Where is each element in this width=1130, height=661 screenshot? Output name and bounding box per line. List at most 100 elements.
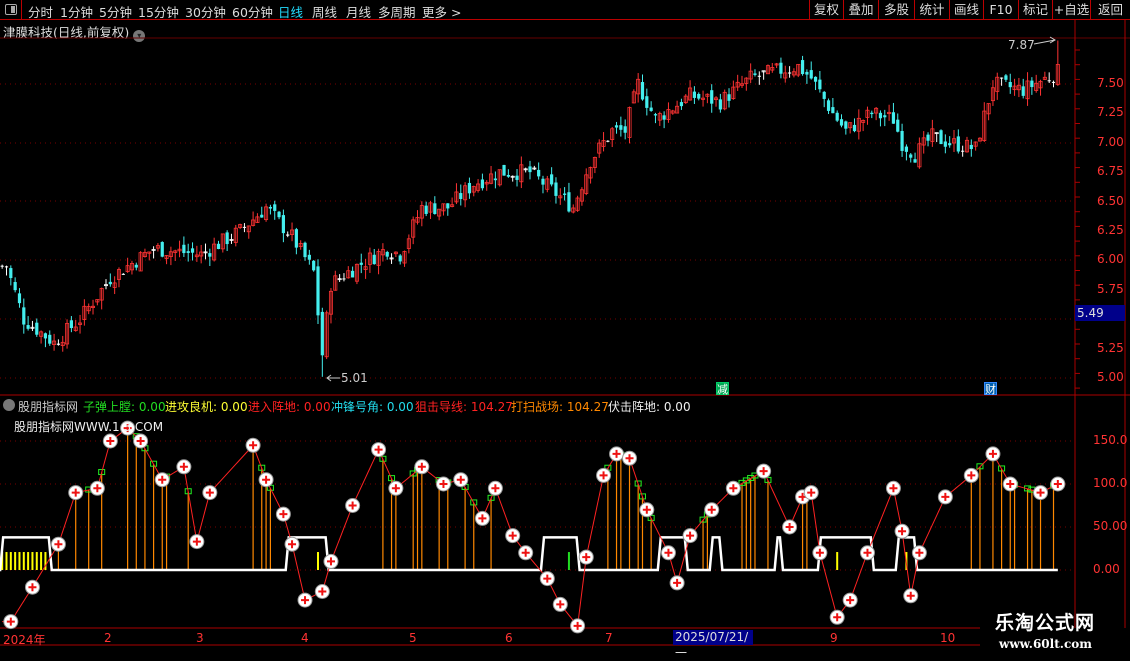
period-tab-1[interactable]: 1分钟 <box>60 5 93 20</box>
period-tab-2[interactable]: 5分钟 <box>99 5 132 20</box>
candle-body <box>956 136 960 152</box>
indicator-menu-icon[interactable] <box>3 399 15 411</box>
candle-body <box>17 293 22 304</box>
toolbar-button-6[interactable]: 标记 <box>1018 0 1052 19</box>
panel-toggle-icon[interactable] <box>0 0 22 20</box>
candle-body <box>182 244 186 254</box>
candle-body <box>826 100 831 111</box>
candle-body <box>328 290 333 315</box>
candle-body <box>934 132 939 135</box>
period-tab-7[interactable]: 周线 <box>312 5 338 20</box>
plus-icon <box>71 488 80 497</box>
plus-icon <box>642 505 651 514</box>
candle-body <box>735 81 740 88</box>
indicator-name[interactable]: 股朋指标网 <box>18 400 79 414</box>
plus-icon <box>988 449 997 458</box>
candle-body <box>177 248 182 252</box>
period-tab-9[interactable]: 多周期 <box>378 5 416 20</box>
period-tab-5[interactable]: 60分钟 <box>232 5 273 20</box>
indicator-watermark: 股朋指标网WWW.1 3.COM <box>14 420 164 434</box>
candle-body <box>433 203 437 215</box>
plus-icon <box>556 600 565 609</box>
indicator-legend-item: 进攻良机: 0.00 <box>165 400 248 414</box>
candle-body <box>95 299 100 303</box>
candle-body <box>463 185 468 201</box>
signal-marker <box>976 463 984 470</box>
candle-body <box>519 164 524 183</box>
toolbar-button-7[interactable]: +自选 <box>1052 0 1090 19</box>
price-tick: 5.25 <box>1097 340 1124 355</box>
plus-icon <box>807 488 816 497</box>
period-tab-4[interactable]: 30分钟 <box>185 5 226 20</box>
candle-body <box>939 130 943 145</box>
candle-body <box>151 249 156 251</box>
indicator-bar <box>567 552 570 570</box>
period-tab-10[interactable]: 更多 > <box>422 5 462 20</box>
candle-body <box>787 72 792 74</box>
month-label: 2 <box>104 631 112 645</box>
candle-body <box>0 265 4 267</box>
candle-body <box>1021 86 1025 96</box>
candle-body <box>260 214 264 218</box>
candle-body <box>138 252 143 272</box>
toolbar-button-3[interactable]: 统计 <box>914 0 949 19</box>
candle-body <box>273 204 277 211</box>
period-tab-6[interactable]: 日线 <box>278 5 304 20</box>
candle-body <box>30 326 35 329</box>
candle-body <box>999 77 1004 79</box>
plus-icon <box>582 553 591 562</box>
candle-body <box>13 282 17 291</box>
plus-icon <box>374 445 383 454</box>
candle-body <box>363 266 368 270</box>
candle-body <box>588 167 593 179</box>
candle-body <box>870 112 874 115</box>
plus-icon <box>391 484 400 493</box>
plus-icon <box>625 454 634 463</box>
signal-marker <box>487 494 495 501</box>
current-price-label: 5.49 <box>1075 305 1125 321</box>
candle-body <box>636 78 641 95</box>
plus-icon <box>863 548 872 557</box>
period-tab-3[interactable]: 15分钟 <box>138 5 179 20</box>
candle-body <box>454 191 459 203</box>
period-tab-8[interactable]: 月线 <box>346 5 372 20</box>
candle-body <box>419 205 424 219</box>
toolbar-button-8[interactable]: 返回 <box>1090 0 1130 19</box>
toolbar-button-0[interactable]: 复权 <box>809 0 843 19</box>
candle-body <box>212 243 217 261</box>
candle-body <box>91 305 96 308</box>
finance-marker[interactable]: 财 <box>984 382 997 396</box>
plus-icon <box>417 462 426 471</box>
candle-body <box>909 154 913 158</box>
toolbar-button-5[interactable]: F10 <box>983 0 1018 19</box>
chevron-down-icon[interactable]: ▾ <box>133 30 146 42</box>
candle-body <box>926 134 930 141</box>
candle-body <box>982 110 987 141</box>
plus-icon <box>815 548 824 557</box>
indicator-bar <box>9 552 12 570</box>
indicator-legend-item: 进入阵地: 0.00 <box>248 400 331 414</box>
candle-body <box>835 112 839 121</box>
candle-body <box>320 311 324 356</box>
plus-icon <box>6 617 15 626</box>
candle-body <box>523 168 528 171</box>
indicator-legend-item: 伏击阵地: 0.00 <box>608 400 691 414</box>
stock-title[interactable]: 津膜科技(日线,前复权) ▾ <box>3 22 146 42</box>
price-tick: 6.00 <box>1097 252 1124 267</box>
candle-body <box>415 217 420 223</box>
period-tab-0[interactable]: 分时 <box>28 5 54 20</box>
toolbar-button-1[interactable]: 叠加 <box>843 0 878 19</box>
toolbar-button-4[interactable]: 画线 <box>949 0 983 19</box>
candle-body <box>497 169 502 186</box>
plus-icon <box>28 583 37 592</box>
toolbar-button-2[interactable]: 多股 <box>878 0 914 19</box>
plus-icon <box>1053 480 1062 488</box>
candle-body <box>969 144 973 150</box>
candle-body <box>225 232 229 245</box>
indicator-bar <box>317 552 319 570</box>
plus-icon <box>707 505 716 514</box>
candle-body <box>805 71 809 75</box>
reduce-holding-marker[interactable]: 减 <box>716 382 729 396</box>
candle-body <box>718 99 722 110</box>
